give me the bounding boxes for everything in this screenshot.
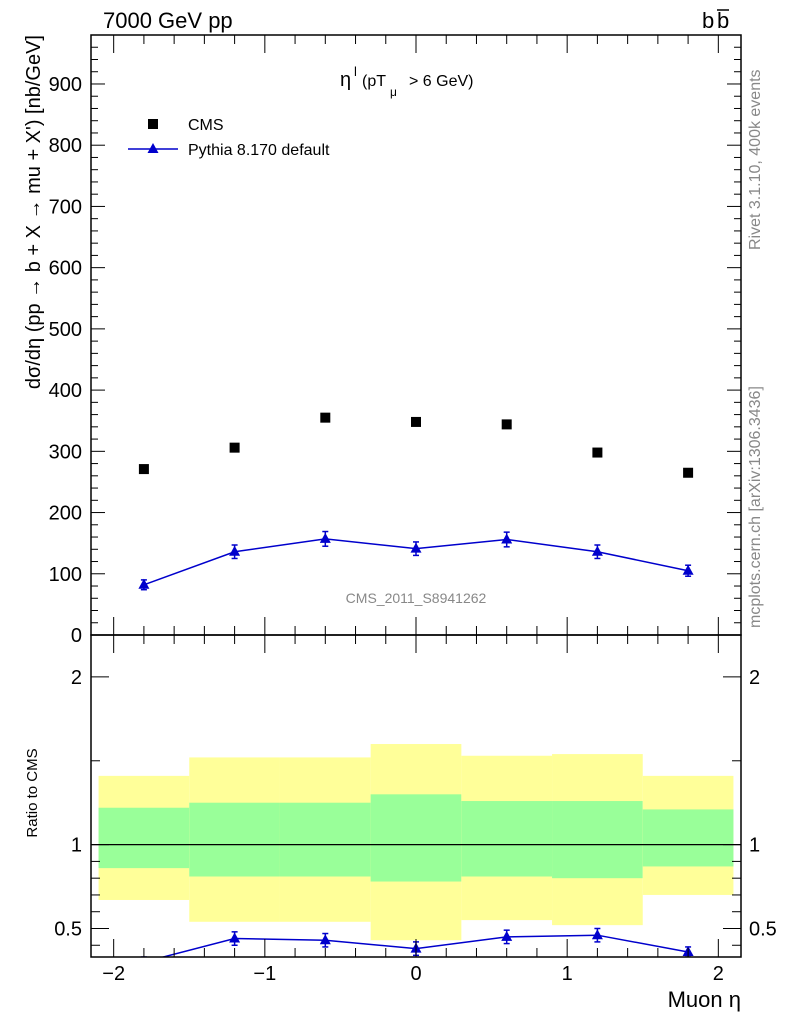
top-ytick-label: 0 — [71, 625, 82, 647]
ratio-pythia-point — [229, 932, 241, 943]
band-inner — [642, 809, 734, 867]
cms-point — [683, 467, 694, 478]
legend-cms-marker — [148, 119, 158, 129]
legend-pythia-marker — [147, 143, 159, 153]
bottom-ylabel: Ratio to CMS — [24, 748, 41, 837]
band-inner — [189, 802, 280, 877]
cms-point — [229, 442, 240, 453]
band-inner — [552, 801, 643, 879]
legend-cms-label: CMS — [188, 117, 224, 134]
bot-ytick-label-right: 1 — [749, 835, 760, 857]
top-ytick-label: 600 — [49, 258, 82, 280]
svg-text:> 6 GeV): > 6 GeV) — [409, 73, 473, 90]
xtick-label: 2 — [713, 963, 724, 985]
pythia-point — [591, 545, 603, 556]
xtick-label: 1 — [562, 963, 573, 985]
pythia-point — [138, 578, 150, 589]
svg-text:b: b — [717, 8, 729, 33]
ratio-pythia-point — [319, 934, 331, 945]
xtick-label: 0 — [410, 963, 421, 985]
pythia-point — [319, 532, 331, 543]
cms-point — [138, 464, 149, 475]
cms-point — [320, 412, 331, 423]
top-ytick-label: 100 — [49, 564, 82, 586]
svg-text:(pT: (pT — [362, 73, 386, 90]
ratio-uncertainty-bands — [98, 744, 734, 941]
svg-text:μ: μ — [390, 85, 397, 99]
legend-entry-cms: CMS — [148, 117, 224, 134]
svg-text:l: l — [354, 64, 357, 79]
cms-point — [592, 447, 603, 458]
cms-point — [411, 416, 421, 427]
header-energy-label: 7000 GeV pp — [103, 8, 233, 33]
analysis-watermark: CMS_2011_S8941262 — [346, 590, 487, 606]
bot-ytick-label-right: 0.5 — [749, 918, 777, 940]
legend-pythia-label: Pythia 8.170 default — [188, 142, 330, 159]
pythia-point — [501, 533, 513, 544]
top-ytick-label: 400 — [49, 380, 82, 402]
cms-point — [501, 419, 512, 430]
svg-text:Muon η: Muon η — [668, 987, 741, 1012]
top-series — [138, 412, 694, 591]
top-ytick-label: 500 — [49, 319, 82, 341]
pythia-point — [229, 545, 241, 556]
xtick-label: −1 — [253, 963, 276, 985]
top-ytick-label: 200 — [49, 503, 82, 525]
pythia-point — [682, 564, 694, 575]
ratio-pythia-point — [501, 930, 513, 941]
rivet-version-label: Rivet 3.1.10, 400k events — [747, 69, 764, 250]
bot-ytick-label: 0.5 — [54, 918, 82, 940]
top-ytick-label: 700 — [49, 196, 82, 218]
top-ytick-label: 800 — [49, 135, 82, 157]
header-process-label: b b — [702, 8, 729, 33]
xtick-label: −2 — [102, 963, 125, 985]
top-ytick-label: 300 — [49, 441, 82, 463]
plot-title: η l (pT μ > 6 GeV) — [340, 64, 473, 99]
pythia-point — [410, 542, 422, 553]
band-inner — [370, 794, 462, 882]
top-ytick-label: 900 — [49, 74, 82, 96]
x-axis-title: Muon η — [668, 987, 741, 1012]
band-inner — [98, 807, 190, 869]
legend-entry-pythia: Pythia 8.170 default — [128, 142, 330, 159]
top-ylabel: dσ/dη (pp → b + X → mu + X') [nb/GeV] — [23, 35, 45, 389]
bot-ytick-label-right: 2 — [749, 667, 760, 689]
band-inner — [279, 802, 371, 877]
bot-ytick-label: 2 — [71, 667, 82, 689]
axis-tick-labels: 0 100 200 300 400 500 600 700 800 900 −2 −1 0 1 2 0.5 0.… — [49, 74, 777, 985]
band-inner — [461, 801, 553, 877]
svg-text:b: b — [702, 8, 714, 33]
axis-ticks — [91, 35, 741, 957]
mcplots-credit-label: mcplots.cern.ch [arXiv:1306.3436] — [747, 386, 764, 628]
legend: CMS Pythia 8.170 default — [128, 117, 330, 159]
svg-text:η: η — [340, 69, 351, 91]
ratio-pythia-point — [591, 929, 603, 940]
bot-ytick-label: 1 — [71, 835, 82, 857]
